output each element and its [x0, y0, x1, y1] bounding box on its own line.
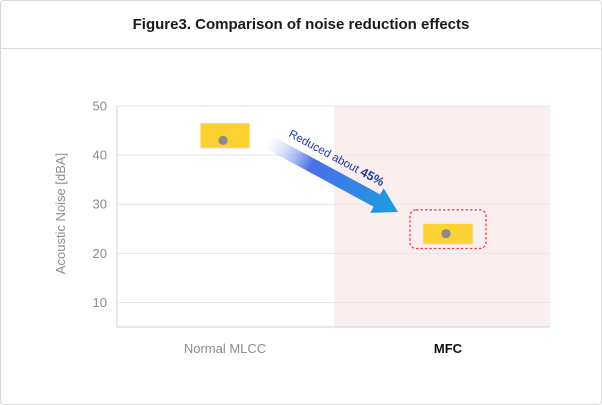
x-category-normal-mlcc: Normal MLCC	[184, 341, 266, 356]
x-category-mfc: MFC	[434, 341, 463, 356]
mfc-highlight-band	[334, 106, 550, 327]
y-tick-label: 30	[93, 197, 107, 212]
mean-point	[218, 135, 228, 145]
chart-title: Figure3. Comparison of noise reduction e…	[132, 16, 470, 33]
mean-point	[441, 229, 451, 239]
reduction-arrow	[261, 133, 398, 213]
data-points	[200, 123, 473, 244]
chart-header: Figure3. Comparison of noise reduction e…	[1, 1, 601, 49]
y-tick-labels: 10 20 30 40 50	[93, 99, 107, 310]
y-tick-label: 50	[93, 99, 107, 114]
mfc-highlight-box	[409, 209, 487, 250]
y-tick-label: 10	[93, 295, 107, 310]
y-tick-label: 40	[93, 148, 107, 163]
y-tick-label: 20	[93, 246, 107, 261]
y-axis-label: Acoustic Noise [dBA]	[53, 153, 68, 274]
gridlines	[117, 105, 550, 303]
